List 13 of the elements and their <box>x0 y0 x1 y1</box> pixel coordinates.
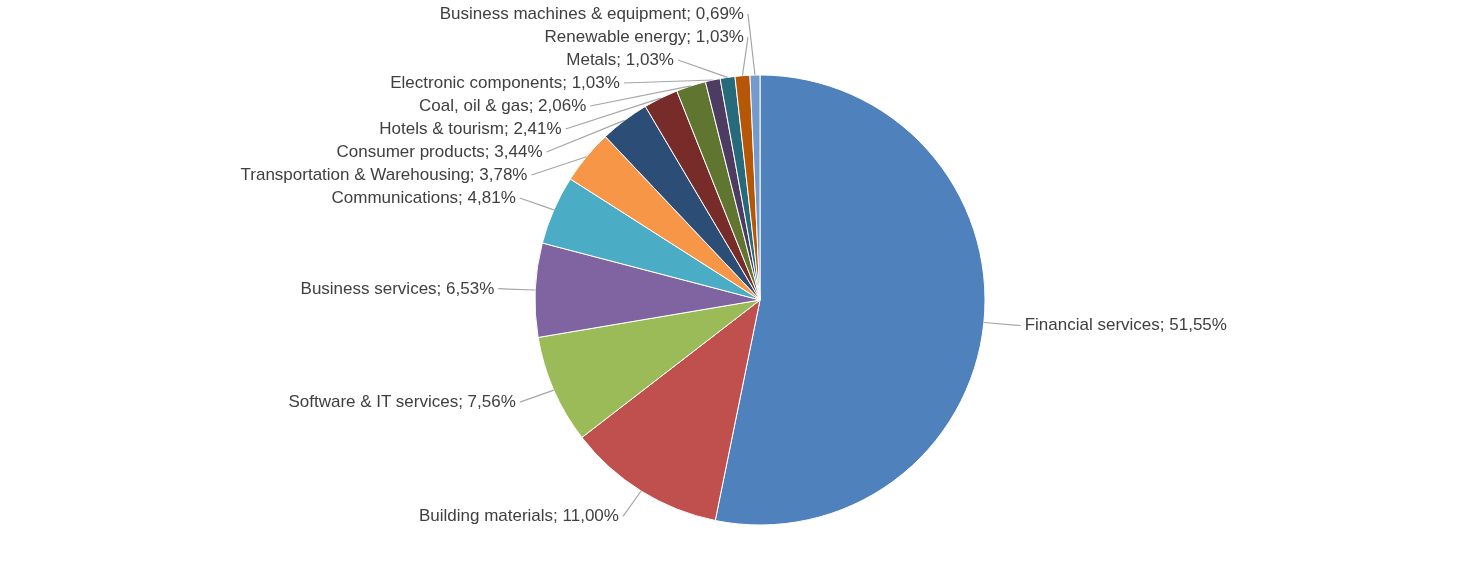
slice-label: Transportation & Warehousing; 3,78% <box>240 165 528 184</box>
slice-label: Hotels & tourism; 2,41% <box>379 119 562 138</box>
slice-label: Communications; 4,81% <box>331 188 516 207</box>
slice-label: Software & IT services; 7,56% <box>288 392 516 412</box>
slice-label: Business services; 6,53% <box>300 278 495 298</box>
slice-label: Electronic components; 1,03% <box>390 73 620 92</box>
slice-label: Metals; 1,03% <box>566 50 674 69</box>
slice-label: Building materials; 11,00% <box>418 506 619 526</box>
slice-label: Consumer products; 3,44% <box>336 142 543 161</box>
slice-label: Coal, oil & gas; 2,06% <box>419 96 587 115</box>
slice-label: Business machines & equipment; 0,69% <box>439 4 744 23</box>
slice-label: Renewable energy; 1,03% <box>544 27 744 46</box>
slice-label: Financial services; 51,55% <box>1024 315 1227 335</box>
